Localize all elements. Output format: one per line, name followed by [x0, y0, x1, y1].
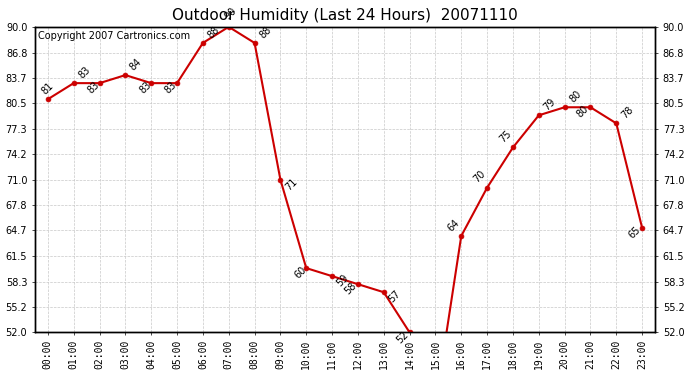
Text: 88: 88: [206, 24, 221, 40]
Text: 80: 80: [575, 104, 591, 120]
Text: 83: 83: [137, 80, 153, 96]
Text: 90: 90: [223, 6, 239, 21]
Text: 70: 70: [472, 169, 488, 185]
Text: 60: 60: [293, 265, 308, 280]
Text: 78: 78: [619, 105, 635, 121]
Text: 80: 80: [567, 89, 583, 105]
Text: 43: 43: [0, 374, 1, 375]
Text: 59: 59: [335, 273, 351, 289]
Text: 83: 83: [86, 80, 101, 96]
Text: 83: 83: [163, 80, 179, 96]
Text: 83: 83: [77, 64, 92, 80]
Title: Outdoor Humidity (Last 24 Hours)  20071110: Outdoor Humidity (Last 24 Hours) 2007111…: [172, 8, 518, 23]
Text: 75: 75: [497, 129, 513, 145]
Text: 58: 58: [343, 281, 359, 297]
Text: 64: 64: [446, 217, 462, 233]
Text: 65: 65: [627, 225, 642, 240]
Text: 81: 81: [39, 81, 55, 96]
Text: Copyright 2007 Cartronics.com: Copyright 2007 Cartronics.com: [38, 32, 190, 41]
Text: 71: 71: [283, 176, 299, 192]
Text: 52: 52: [394, 329, 411, 345]
Text: 84: 84: [128, 57, 144, 72]
Text: 79: 79: [542, 97, 558, 112]
Text: 57: 57: [386, 289, 402, 305]
Text: 88: 88: [257, 24, 273, 40]
